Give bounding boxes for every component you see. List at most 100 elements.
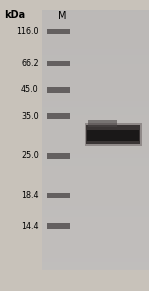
Bar xyxy=(42,144,149,145)
Bar xyxy=(42,41,149,42)
Bar xyxy=(42,228,149,230)
Bar xyxy=(42,264,149,265)
Bar xyxy=(42,243,149,244)
Bar xyxy=(42,58,149,59)
Bar xyxy=(42,214,149,215)
Text: 45.0: 45.0 xyxy=(21,85,39,94)
Bar xyxy=(42,194,149,196)
Bar xyxy=(42,101,149,102)
Bar xyxy=(42,230,149,231)
Bar xyxy=(42,83,149,84)
Bar xyxy=(42,148,149,149)
Bar xyxy=(42,68,149,70)
Bar xyxy=(42,28,149,29)
Bar xyxy=(42,62,149,63)
Bar xyxy=(42,135,149,136)
Bar xyxy=(42,113,149,114)
Bar xyxy=(42,102,149,103)
Bar xyxy=(42,206,149,207)
Bar xyxy=(42,11,149,12)
Bar xyxy=(42,232,149,234)
Bar xyxy=(42,219,149,221)
Bar xyxy=(42,103,149,105)
Bar xyxy=(42,235,149,236)
Bar xyxy=(42,246,149,248)
Bar xyxy=(42,212,149,213)
Bar xyxy=(42,50,149,51)
Bar xyxy=(42,193,149,194)
Bar xyxy=(42,106,149,107)
Bar xyxy=(42,43,149,45)
Bar xyxy=(42,157,149,158)
Bar xyxy=(42,76,149,77)
Bar xyxy=(47,153,70,159)
Bar xyxy=(42,226,149,227)
Bar xyxy=(42,165,149,166)
Bar xyxy=(42,128,149,129)
Bar xyxy=(42,71,149,72)
Bar xyxy=(42,252,149,253)
Bar xyxy=(42,20,149,21)
Bar xyxy=(42,179,149,180)
Bar xyxy=(42,122,149,123)
Bar xyxy=(42,116,149,118)
Bar xyxy=(42,218,149,219)
Text: M: M xyxy=(58,11,66,21)
Bar xyxy=(42,209,149,210)
Bar xyxy=(42,37,149,38)
Bar xyxy=(42,23,149,24)
Bar xyxy=(42,267,149,269)
Bar xyxy=(42,85,149,86)
Bar xyxy=(42,141,149,142)
Text: 25.0: 25.0 xyxy=(21,151,39,160)
Bar xyxy=(42,145,149,146)
Bar xyxy=(42,152,149,153)
Bar xyxy=(42,92,149,93)
Bar xyxy=(87,130,139,141)
Bar xyxy=(42,189,149,191)
Bar xyxy=(42,61,149,62)
Bar xyxy=(42,51,149,53)
Bar xyxy=(42,79,149,80)
Bar xyxy=(42,120,149,122)
Bar xyxy=(42,260,149,261)
Bar xyxy=(42,242,149,243)
Bar xyxy=(42,265,149,266)
Bar xyxy=(42,248,149,249)
Bar xyxy=(42,197,149,198)
Bar xyxy=(42,149,149,150)
Bar xyxy=(42,176,149,178)
Bar xyxy=(42,150,149,152)
Bar xyxy=(42,223,149,224)
Bar xyxy=(42,67,149,68)
Bar xyxy=(47,61,70,66)
Bar xyxy=(42,227,149,228)
Bar xyxy=(42,110,149,111)
Bar xyxy=(42,80,149,81)
Bar xyxy=(86,125,140,144)
Bar xyxy=(42,40,149,41)
Bar xyxy=(42,77,149,79)
Bar xyxy=(42,105,149,106)
Bar xyxy=(42,13,149,15)
Bar xyxy=(42,89,149,90)
Bar xyxy=(42,240,149,242)
Text: 35.0: 35.0 xyxy=(21,112,39,121)
Bar xyxy=(42,154,149,155)
Bar xyxy=(42,131,149,132)
Bar xyxy=(42,10,149,11)
Bar xyxy=(42,185,149,187)
Bar xyxy=(42,171,149,172)
Bar xyxy=(42,261,149,262)
Bar xyxy=(42,86,149,88)
Bar xyxy=(42,34,149,36)
Bar xyxy=(42,244,149,245)
Bar xyxy=(42,47,149,49)
Bar xyxy=(42,21,149,23)
Bar xyxy=(42,201,149,202)
Bar xyxy=(42,90,149,92)
Bar xyxy=(42,200,149,201)
Bar xyxy=(42,167,149,168)
Bar xyxy=(42,266,149,267)
Bar xyxy=(47,87,70,93)
